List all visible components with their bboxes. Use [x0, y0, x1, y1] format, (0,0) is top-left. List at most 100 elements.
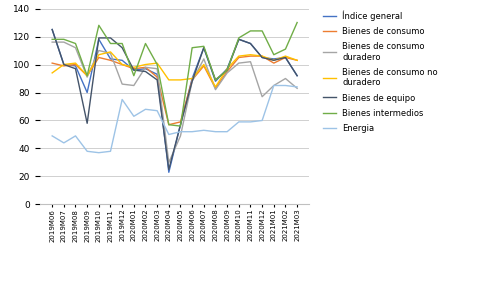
- Bienes de consumo
duradero: [119, 82, 125, 86]
- Bienes intermedios: [224, 68, 230, 72]
- Índice general: [248, 42, 253, 45]
- Bienes de consumo
duradero: [178, 134, 184, 138]
- Energia: [119, 98, 125, 101]
- Bienes de consumo: [96, 56, 102, 59]
- Energia: [49, 134, 55, 138]
- Bienes de consumo no
duradero: [201, 63, 207, 66]
- Bienes de consumo: [84, 74, 90, 78]
- Bienes de equipo: [84, 122, 90, 125]
- Bienes de equipo: [131, 68, 137, 72]
- Bienes de consumo
duradero: [271, 84, 277, 87]
- Bienes de equipo: [107, 36, 113, 39]
- Bienes de consumo: [166, 123, 172, 126]
- Bienes de consumo: [248, 55, 253, 58]
- Line: Índice general: Índice general: [52, 30, 297, 172]
- Energia: [61, 141, 67, 145]
- Bienes de consumo no
duradero: [259, 55, 265, 58]
- Energia: [166, 133, 172, 136]
- Energia: [224, 130, 230, 133]
- Line: Bienes intermedios: Bienes intermedios: [52, 22, 297, 126]
- Bienes de equipo: [294, 74, 300, 78]
- Bienes de consumo no
duradero: [166, 78, 172, 82]
- Bienes de equipo: [72, 67, 78, 70]
- Bienes de consumo
duradero: [282, 77, 288, 80]
- Bienes de equipo: [259, 56, 265, 59]
- Bienes de consumo no
duradero: [248, 53, 253, 57]
- Bienes intermedios: [166, 123, 172, 126]
- Índice general: [166, 171, 172, 174]
- Energia: [107, 150, 113, 153]
- Bienes de consumo no
duradero: [131, 66, 137, 69]
- Bienes de consumo: [213, 87, 219, 90]
- Bienes de consumo
duradero: [49, 40, 55, 44]
- Bienes de consumo no
duradero: [154, 61, 160, 65]
- Bienes de consumo
duradero: [96, 49, 102, 52]
- Bienes de equipo: [224, 68, 230, 72]
- Bienes intermedios: [236, 36, 242, 39]
- Bienes intermedios: [213, 78, 219, 82]
- Bienes intermedios: [143, 42, 149, 45]
- Bienes de consumo: [154, 75, 160, 79]
- Bienes de consumo: [271, 61, 277, 65]
- Bienes intermedios: [84, 74, 90, 78]
- Bienes intermedios: [201, 45, 207, 48]
- Índice general: [61, 63, 67, 66]
- Índice general: [236, 37, 242, 41]
- Bienes intermedios: [294, 21, 300, 24]
- Índice general: [189, 77, 195, 80]
- Bienes de consumo: [107, 59, 113, 62]
- Bienes de equipo: [143, 70, 149, 73]
- Bienes de consumo
duradero: [166, 161, 172, 164]
- Bienes de consumo
duradero: [154, 67, 160, 70]
- Bienes de equipo: [271, 59, 277, 62]
- Bienes de consumo: [49, 61, 55, 65]
- Bienes de consumo no
duradero: [61, 63, 67, 66]
- Energia: [248, 120, 253, 124]
- Energia: [143, 108, 149, 111]
- Bienes intermedios: [49, 37, 55, 41]
- Bienes de equipo: [49, 28, 55, 31]
- Bienes intermedios: [271, 53, 277, 57]
- Energia: [282, 84, 288, 87]
- Legend: Índice general, Bienes de consumo, Bienes de consumo
duradero, Bienes de consumo: Índice general, Bienes de consumo, Biene…: [322, 9, 440, 135]
- Índice general: [119, 59, 125, 62]
- Bienes intermedios: [72, 42, 78, 45]
- Bienes de consumo no
duradero: [189, 77, 195, 80]
- Bienes de consumo: [143, 66, 149, 69]
- Bienes intermedios: [96, 24, 102, 27]
- Índice general: [143, 67, 149, 70]
- Bienes de consumo no
duradero: [178, 78, 184, 82]
- Bienes de consumo
duradero: [294, 87, 300, 90]
- Índice general: [96, 37, 102, 41]
- Índice general: [282, 56, 288, 59]
- Bienes de consumo no
duradero: [236, 55, 242, 58]
- Bienes de consumo: [282, 56, 288, 59]
- Bienes de consumo: [236, 56, 242, 59]
- Bienes de consumo
duradero: [143, 66, 149, 69]
- Line: Energia: Energia: [52, 85, 297, 153]
- Bienes intermedios: [178, 124, 184, 128]
- Bienes de equipo: [213, 78, 219, 82]
- Bienes de consumo: [201, 64, 207, 68]
- Bienes intermedios: [282, 47, 288, 51]
- Bienes de equipo: [236, 37, 242, 41]
- Bienes de consumo
duradero: [259, 95, 265, 99]
- Bienes de consumo no
duradero: [282, 55, 288, 58]
- Bienes de consumo
duradero: [189, 80, 195, 83]
- Bienes intermedios: [61, 37, 67, 41]
- Bienes de consumo: [61, 64, 67, 68]
- Line: Bienes de equipo: Bienes de equipo: [52, 30, 297, 170]
- Bienes de consumo no
duradero: [271, 59, 277, 62]
- Line: Bienes de consumo no
duradero: Bienes de consumo no duradero: [52, 52, 297, 87]
- Energia: [271, 84, 277, 87]
- Bienes de consumo: [131, 67, 137, 70]
- Bienes de consumo: [294, 59, 300, 62]
- Bienes de consumo no
duradero: [213, 85, 219, 89]
- Índice general: [72, 64, 78, 68]
- Índice general: [259, 56, 265, 59]
- Bienes de consumo: [189, 78, 195, 82]
- Bienes de consumo
duradero: [131, 84, 137, 87]
- Energia: [72, 134, 78, 138]
- Line: Bienes de consumo: Bienes de consumo: [52, 56, 297, 125]
- Energia: [294, 85, 300, 89]
